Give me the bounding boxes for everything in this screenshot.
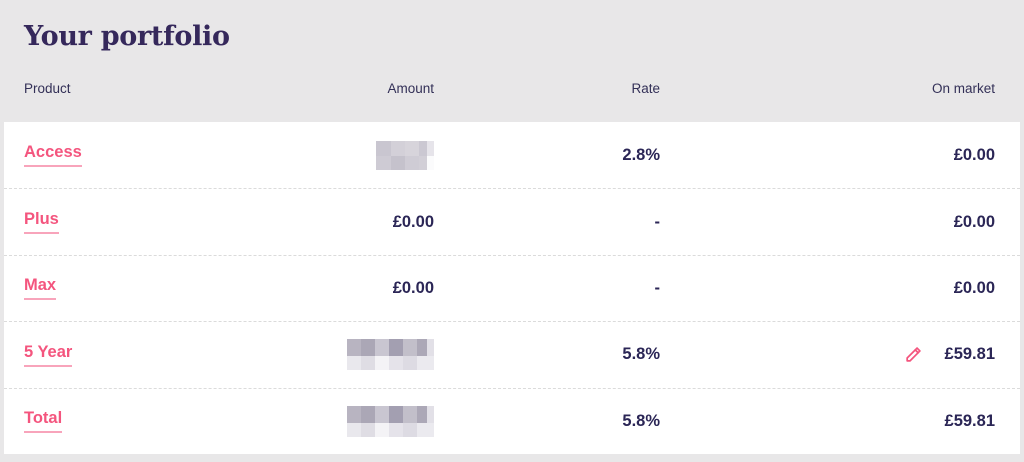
table-row-max: Max £0.00 - £0.00 bbox=[4, 254, 1020, 321]
on-market-value: £59.81 bbox=[944, 345, 995, 364]
column-header-rate: Rate bbox=[631, 81, 660, 96]
table-row-5-year: 5 Year 5.8% £59.81 bbox=[4, 321, 1020, 387]
product-link-access[interactable]: Access bbox=[24, 143, 82, 168]
on-market-value: £0.00 bbox=[953, 145, 995, 164]
column-header-on-market: On market bbox=[931, 81, 995, 96]
pencil-icon bbox=[904, 345, 923, 364]
amount-value: £0.00 bbox=[392, 212, 434, 231]
redacted-amount bbox=[347, 405, 434, 437]
on-market-value: £0.00 bbox=[953, 212, 995, 231]
on-market-value: £59.81 bbox=[944, 411, 995, 430]
rate-value: 2.8% bbox=[622, 145, 660, 164]
redacted-amount bbox=[347, 339, 434, 371]
column-header-product: Product bbox=[24, 81, 71, 96]
rate-value: - bbox=[654, 278, 661, 297]
portfolio-table: Access 2.8% £0.00 Plus £0.00 - £0.00 Max… bbox=[4, 122, 1020, 454]
on-market-value: £0.00 bbox=[953, 278, 995, 297]
table-row-plus: Plus £0.00 - £0.00 bbox=[4, 188, 1020, 254]
rate-value: 5.8% bbox=[622, 411, 660, 430]
edit-rate-button[interactable] bbox=[904, 345, 924, 365]
page-title: Your portfolio bbox=[24, 21, 230, 52]
redacted-amount bbox=[376, 140, 434, 170]
amount-value: £0.00 bbox=[392, 278, 434, 297]
table-row-access: Access 2.8% £0.00 bbox=[4, 122, 1020, 188]
rate-value: 5.8% bbox=[622, 345, 660, 364]
rate-value: - bbox=[654, 212, 661, 231]
product-link-max[interactable]: Max bbox=[24, 276, 57, 301]
table-header-row: Product Amount Rate On market bbox=[4, 52, 1020, 122]
product-link-total[interactable]: Total bbox=[24, 409, 63, 434]
product-link-plus[interactable]: Plus bbox=[24, 210, 59, 235]
table-row-total: Total 5.8% £59.81 bbox=[4, 387, 1020, 454]
column-header-amount: Amount bbox=[387, 81, 434, 96]
product-link-5-year[interactable]: 5 Year bbox=[24, 343, 73, 367]
